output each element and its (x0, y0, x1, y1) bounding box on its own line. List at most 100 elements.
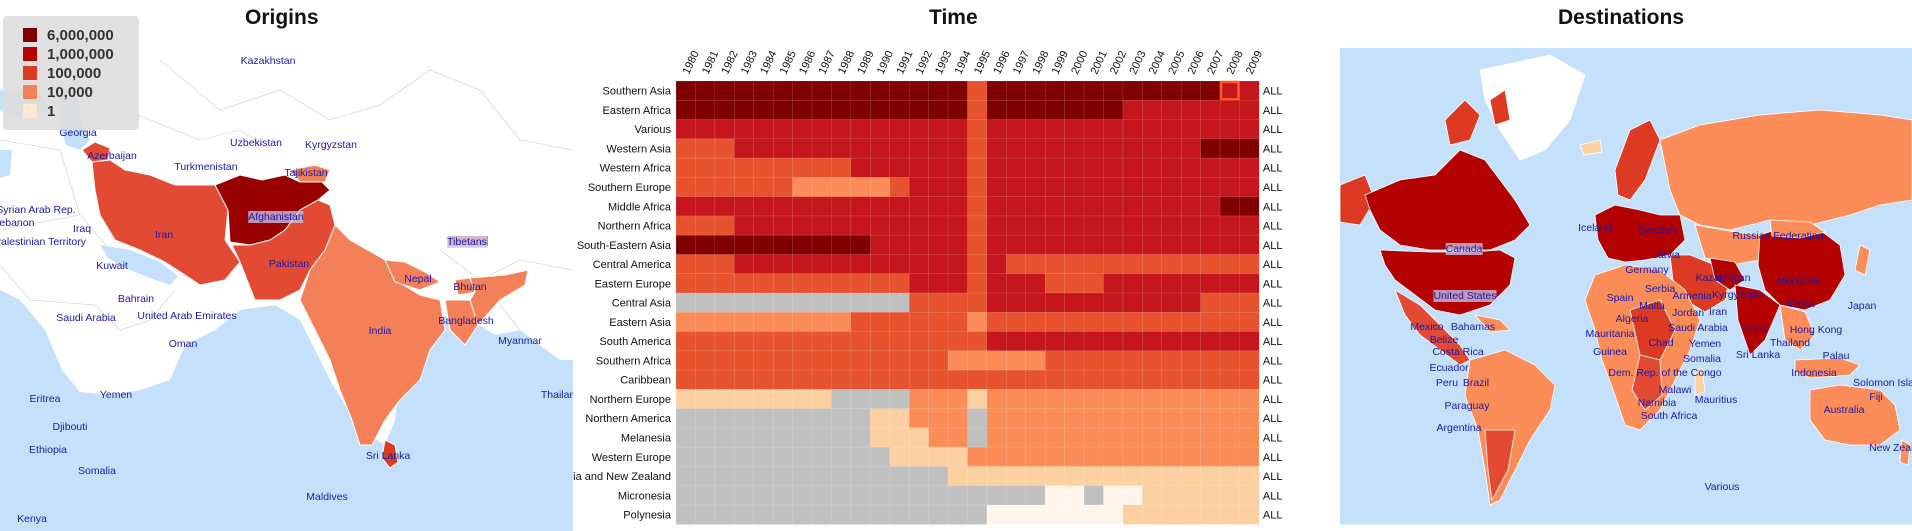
heatmap-cell[interactable] (1025, 331, 1046, 352)
heatmap-cell[interactable] (947, 234, 968, 255)
heatmap-cell[interactable] (1142, 485, 1163, 506)
heatmap-cell[interactable] (1180, 254, 1202, 275)
heatmap-year-label[interactable]: 1987 (817, 49, 838, 76)
heatmap-cell[interactable] (1122, 119, 1143, 140)
heatmap-cell[interactable] (889, 350, 910, 371)
heatmap-cell[interactable] (928, 196, 949, 217)
heatmap-cell[interactable] (1103, 234, 1124, 255)
destination-label-mauritius[interactable]: Mauritius (1694, 394, 1738, 406)
heatmap-cell[interactable] (811, 446, 832, 467)
destination-label-new-zealand[interactable]: New Zealand (1869, 442, 1912, 454)
heatmap-cell[interactable] (675, 408, 696, 429)
heatmap-cell[interactable] (831, 427, 852, 448)
heatmap-cell[interactable] (811, 292, 832, 313)
heatmap-cell[interactable] (753, 504, 774, 525)
origin-label-lebanon[interactable]: Lebanon (0, 217, 35, 229)
heatmap-cell[interactable] (831, 485, 852, 506)
heatmap-cell[interactable] (1122, 311, 1143, 333)
heatmap-cell[interactable] (831, 292, 852, 313)
heatmap-cell[interactable] (1103, 350, 1124, 371)
heatmap-cell[interactable] (811, 138, 832, 159)
heatmap-cell[interactable] (792, 485, 813, 506)
heatmap-cell[interactable] (1064, 466, 1085, 487)
heatmap-row-all-label[interactable]: ALL (1263, 298, 1283, 310)
heatmap-cell[interactable] (947, 311, 968, 333)
heatmap-cell[interactable] (1025, 273, 1046, 294)
heatmap-cell[interactable] (1103, 485, 1124, 506)
heatmap-cell[interactable] (986, 292, 1007, 313)
heatmap-cell[interactable] (792, 100, 813, 121)
heatmap-cell[interactable] (714, 157, 735, 178)
heatmap-year-label[interactable]: 2006 (1186, 49, 1207, 76)
destination-label-germany[interactable]: Germany (1625, 264, 1669, 276)
heatmap-year-label[interactable]: 1989 (855, 49, 876, 76)
heatmap-cell[interactable] (928, 466, 949, 487)
heatmap-cell[interactable] (986, 215, 1007, 236)
heatmap-cell[interactable] (1239, 331, 1260, 352)
heatmap-cell[interactable] (695, 446, 716, 467)
heatmap-year-label[interactable]: 2009 (1244, 49, 1265, 76)
heatmap-cell[interactable] (1142, 350, 1163, 371)
heatmap-cell[interactable] (1161, 466, 1182, 487)
heatmap-year-label[interactable]: 1980 (681, 49, 702, 76)
heatmap-row-all-label[interactable]: ALL (1263, 471, 1283, 483)
heatmap-year-label[interactable]: 1982 (719, 49, 740, 76)
heatmap-cell[interactable] (831, 331, 852, 352)
heatmap-cell[interactable] (1103, 177, 1124, 198)
heatmap-cell[interactable] (753, 292, 774, 313)
heatmap-cell[interactable] (1006, 292, 1027, 313)
heatmap-cell[interactable] (1006, 119, 1027, 140)
heatmap-cell[interactable] (1161, 408, 1182, 429)
heatmap-cell[interactable] (1025, 215, 1046, 236)
heatmap-cell[interactable] (850, 80, 871, 101)
heatmap-cell[interactable] (1103, 138, 1124, 159)
heatmap-row-label[interactable]: South-Eastern Asia (577, 240, 672, 252)
heatmap-cell[interactable] (831, 369, 852, 390)
heatmap-cell[interactable] (850, 369, 871, 390)
heatmap-year-label[interactable]: 1991 (894, 49, 915, 76)
heatmap-cell[interactable] (1006, 177, 1027, 198)
heatmap-cell[interactable] (870, 273, 891, 294)
heatmap-cell[interactable] (695, 331, 716, 352)
heatmap-cell[interactable] (695, 427, 716, 448)
heatmap-cell[interactable] (908, 369, 930, 390)
heatmap-cell[interactable] (1200, 177, 1221, 198)
heatmap-cell[interactable] (850, 119, 871, 140)
destination-label-iran[interactable]: Iran (1708, 306, 1728, 318)
heatmap-cell[interactable] (850, 427, 871, 448)
heatmap-cell[interactable] (772, 350, 794, 371)
heatmap-cell[interactable] (792, 311, 813, 333)
heatmap-cell[interactable] (1044, 504, 1066, 525)
heatmap-year-label[interactable]: 1981 (700, 49, 721, 76)
heatmap-cell[interactable] (1219, 466, 1241, 487)
heatmap-cell[interactable] (1200, 331, 1221, 352)
heatmap-row-label[interactable]: Eastern Africa (603, 105, 672, 117)
heatmap-cell[interactable] (1044, 254, 1066, 275)
heatmap-cell[interactable] (1239, 119, 1260, 140)
heatmap-cell[interactable] (870, 504, 891, 525)
heatmap-cell[interactable] (1025, 350, 1046, 371)
heatmap-cell[interactable] (831, 389, 852, 410)
heatmap-cell[interactable] (947, 254, 968, 275)
heatmap-cell[interactable] (850, 254, 871, 275)
heatmap-cell[interactable] (1239, 446, 1260, 467)
heatmap-cell[interactable] (1103, 119, 1124, 140)
heatmap-cell[interactable] (1122, 254, 1143, 275)
heatmap-cell[interactable] (734, 234, 755, 255)
heatmap-row-label[interactable]: Southern Europe (588, 182, 671, 194)
heatmap-cell[interactable] (811, 234, 832, 255)
heatmap-cell[interactable] (753, 80, 774, 101)
heatmap-cell[interactable] (889, 311, 910, 333)
heatmap-cell[interactable] (695, 196, 716, 217)
heatmap-cell[interactable] (811, 215, 832, 236)
heatmap-cell[interactable] (928, 427, 949, 448)
heatmap-cell[interactable] (675, 446, 696, 467)
heatmap-cell[interactable] (928, 100, 949, 121)
heatmap-cell[interactable] (811, 331, 832, 352)
heatmap-cell[interactable] (889, 504, 910, 525)
heatmap-cell[interactable] (695, 389, 716, 410)
heatmap-cell[interactable] (1044, 196, 1066, 217)
heatmap-cell[interactable] (1025, 254, 1046, 275)
heatmap-cell[interactable] (1200, 369, 1221, 390)
heatmap-cell[interactable] (1219, 80, 1241, 101)
